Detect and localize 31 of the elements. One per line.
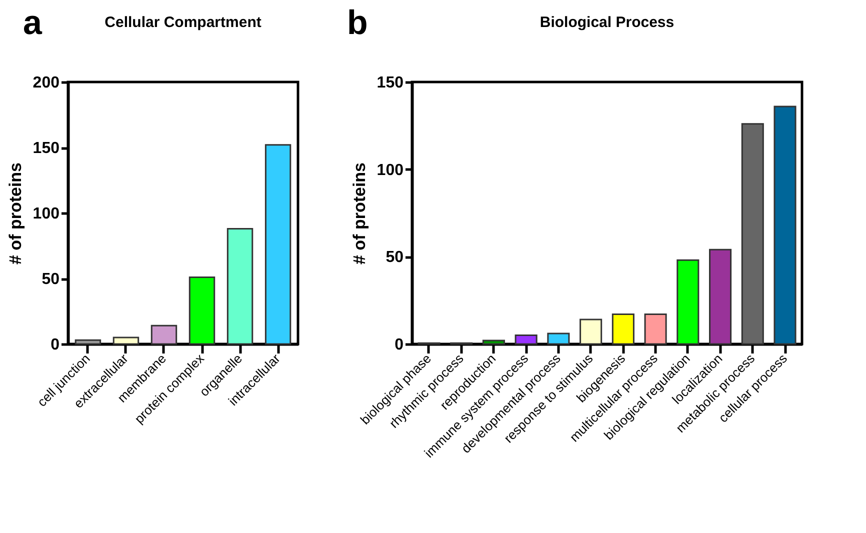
y-axis-title: # of proteins bbox=[350, 162, 369, 265]
text: b bbox=[347, 4, 368, 42]
y-tick-label: 50 bbox=[386, 249, 404, 266]
y-tick-label: 0 bbox=[50, 336, 60, 354]
chart-title: Cellular Compartment bbox=[104, 14, 262, 31]
bar bbox=[644, 314, 667, 345]
bar bbox=[547, 332, 570, 345]
bar bbox=[514, 334, 538, 345]
y-tick-label: 0 bbox=[394, 336, 404, 354]
bar bbox=[741, 123, 764, 345]
y-tick-label: 200 bbox=[32, 74, 60, 92]
y-tick-label: 100 bbox=[32, 206, 60, 222]
bar bbox=[112, 336, 140, 345]
bar bbox=[482, 340, 505, 345]
bar bbox=[774, 106, 796, 345]
y-axis-title: # of proteins bbox=[6, 162, 25, 265]
bar bbox=[188, 276, 216, 345]
bar bbox=[74, 339, 102, 345]
y-tick-label: 150 bbox=[376, 74, 404, 92]
bar bbox=[264, 144, 292, 345]
bar bbox=[612, 314, 634, 345]
bar bbox=[226, 228, 254, 345]
bar bbox=[676, 259, 700, 345]
text: a bbox=[23, 4, 43, 42]
bar bbox=[580, 318, 602, 345]
bar bbox=[150, 324, 178, 345]
bar bbox=[709, 248, 732, 345]
chart-title: Biological Process bbox=[540, 14, 674, 31]
y-tick-label: 100 bbox=[376, 162, 404, 179]
y-tick-label: 50 bbox=[42, 271, 60, 288]
y-tick-label: 150 bbox=[32, 140, 60, 157]
